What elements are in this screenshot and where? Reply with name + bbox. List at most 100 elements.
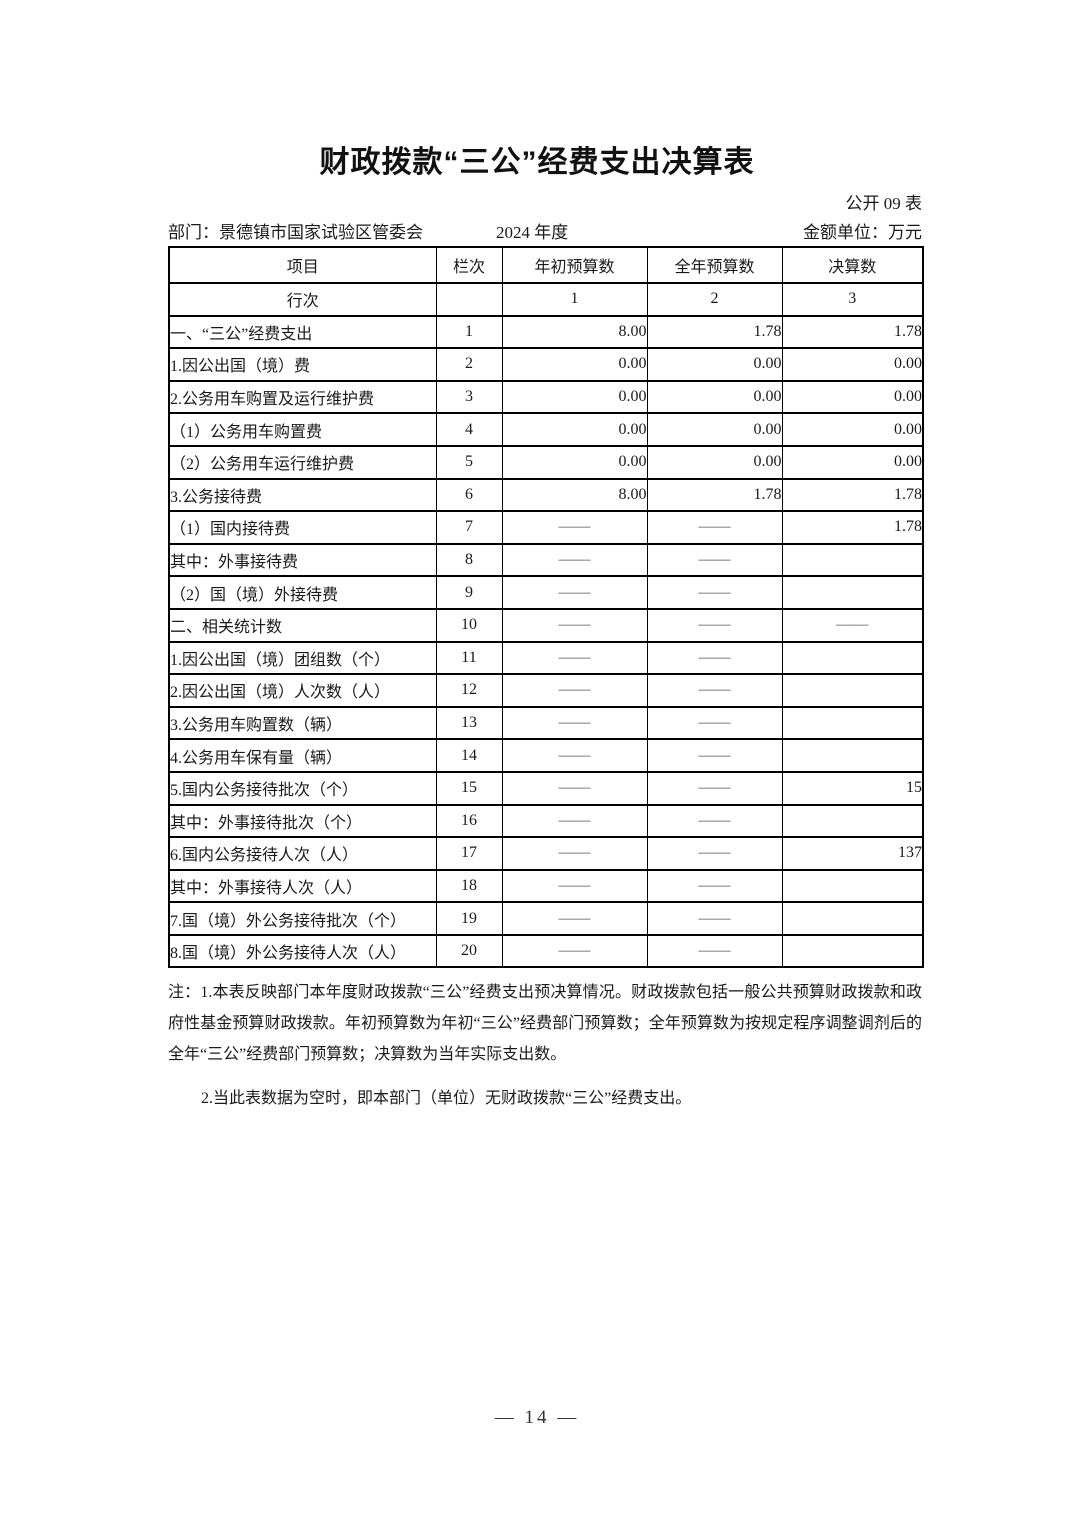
table-row: 2.公务用车购置及运行维护费 3 0.00 0.00 0.00 — [168, 379, 924, 415]
table-body: 一、“三公”经费支出 1 8.00 1.78 1.78 1.因公出国（境）费 2 0.00 0.… — [168, 314, 924, 969]
value-cell: —— — [501, 575, 648, 610]
table-row: 8.国（境）外公务接待人次（人） 20 —— —— — [168, 933, 924, 969]
column-header-initial-budget: 年初预算数 — [501, 246, 648, 284]
row-item-label: 其中：外事接待人次（人） — [168, 868, 437, 904]
value-cell: —— — [501, 933, 648, 969]
table-row: 7.国（境）外公务接待批次（个） 19 —— —— — [168, 901, 924, 936]
row-item-label: 二、相关统计数 — [168, 607, 437, 643]
value-cell: —— — [646, 933, 783, 969]
row-line-number: 14 — [435, 738, 503, 773]
value-cell — [781, 542, 924, 578]
row-line-number: 17 — [435, 836, 503, 871]
value-cell: —— — [501, 607, 648, 643]
column-header-item: 项目 — [168, 246, 437, 284]
value-cell: 0.00 — [646, 412, 783, 447]
row-item-label: 3.公务用车购置数（辆） — [168, 705, 437, 741]
row-item-label: （1）国内接待费 — [168, 510, 437, 545]
value-cell: 8.00 — [501, 314, 648, 350]
row-item-label: 1.因公出国（境）费 — [168, 347, 437, 382]
row-item-label: 一、“三公”经费支出 — [168, 314, 437, 350]
value-cell: —— — [501, 901, 648, 936]
value-cell: —— — [646, 542, 783, 578]
value-cell: 0.00 — [646, 347, 783, 382]
value-cell — [781, 575, 924, 610]
meta-line: 部门：景德镇市国家试验区管委会 2024 年度 金额单位：万元 — [168, 218, 922, 242]
value-cell: —— — [646, 705, 783, 741]
row-item-label: （2）公务用车运行维护费 — [168, 444, 437, 480]
row-line-number: 2 — [435, 347, 503, 382]
value-cell: 0.00 — [781, 412, 924, 447]
row-item-label: 8.国（境）外公务接待人次（人） — [168, 933, 437, 969]
value-cell: —— — [646, 640, 783, 676]
row-line-number: 18 — [435, 868, 503, 904]
value-cell: 0.00 — [501, 347, 648, 382]
table-row: （2）公务用车运行维护费 5 0.00 0.00 0.00 — [168, 444, 924, 480]
table-row: 2.因公出国（境）人次数（人） 12 —— —— — [168, 673, 924, 708]
value-cell: 15 — [781, 770, 924, 806]
column-header-annual-budget: 全年预算数 — [646, 246, 783, 284]
table-row: （1）国内接待费 7 —— —— 1.78 — [168, 510, 924, 545]
fiscal-year-label: 2024 年度 — [496, 223, 569, 242]
table-row: （2）国（境）外接待费 9 —— —— — [168, 575, 924, 610]
row-line-number: 19 — [435, 901, 503, 936]
line-index-blank — [435, 282, 503, 317]
value-cell: 1.78 — [781, 510, 924, 545]
table-row: 6.国内公务接待人次（人） 17 —— —— 137 — [168, 836, 924, 871]
row-line-number: 3 — [435, 379, 503, 415]
value-cell: —— — [646, 738, 783, 773]
row-line-number: 16 — [435, 803, 503, 839]
line-index-row: 行次 1 2 3 — [168, 282, 924, 317]
value-cell: —— — [501, 510, 648, 545]
value-cell: —— — [501, 803, 648, 839]
table-code-label: 公开 09 表 — [845, 194, 923, 213]
value-cell: 1.78 — [646, 477, 783, 513]
table-row: 4.公务用车保有量（辆） 14 —— —— — [168, 738, 924, 773]
line-index-1: 1 — [501, 282, 648, 317]
value-cell — [781, 868, 924, 904]
table-row: 一、“三公”经费支出 1 8.00 1.78 1.78 — [168, 314, 924, 350]
value-cell — [781, 738, 924, 773]
value-cell: —— — [501, 673, 648, 708]
row-line-number: 6 — [435, 477, 503, 513]
row-line-number: 10 — [435, 607, 503, 643]
table-row: 二、相关统计数 10 —— —— —— — [168, 607, 924, 643]
value-cell — [781, 933, 924, 969]
row-item-label: （2）国（境）外接待费 — [168, 575, 437, 610]
row-item-label: 2.公务用车购置及运行维护费 — [168, 379, 437, 415]
table-row: 5.国内公务接待批次（个） 15 —— —— 15 — [168, 770, 924, 806]
page-title: 财政拨款“三公”经费支出决算表 — [319, 146, 755, 179]
value-cell: 1.78 — [646, 314, 783, 350]
value-cell: —— — [501, 640, 648, 676]
value-cell — [781, 901, 924, 936]
value-cell: —— — [646, 803, 783, 839]
value-cell: —— — [646, 575, 783, 610]
value-cell: —— — [646, 868, 783, 904]
value-cell — [781, 705, 924, 741]
row-line-number: 20 — [435, 933, 503, 969]
row-item-label: 5.国内公务接待批次（个） — [168, 770, 437, 806]
value-cell: 1.78 — [781, 477, 924, 513]
row-item-label: 4.公务用车保有量（辆） — [168, 738, 437, 773]
amount-unit-label: 金额单位：万元 — [803, 223, 922, 242]
table-row: 其中：外事接待人次（人） 18 —— —— — [168, 868, 924, 904]
value-cell: —— — [501, 868, 648, 904]
row-line-number: 7 — [435, 510, 503, 545]
row-line-number: 5 — [435, 444, 503, 480]
row-item-label: 7.国（境）外公务接待批次（个） — [168, 901, 437, 936]
department-label: 部门：景德镇市国家试验区管委会 — [168, 223, 423, 242]
table-row: 3.公务用车购置数（辆） 13 —— —— — [168, 705, 924, 741]
row-line-number: 8 — [435, 542, 503, 578]
table-header-row: 项目 栏次 年初预算数 全年预算数 决算数 — [168, 246, 924, 284]
row-line-number: 1 — [435, 314, 503, 350]
row-line-number: 12 — [435, 673, 503, 708]
row-item-label: 3.公务接待费 — [168, 477, 437, 513]
row-line-number: 13 — [435, 705, 503, 741]
value-cell: 0.00 — [501, 379, 648, 415]
value-cell: 8.00 — [501, 477, 648, 513]
value-cell: 0.00 — [781, 347, 924, 382]
value-cell — [781, 803, 924, 839]
line-index-label: 行次 — [168, 282, 437, 317]
value-cell: —— — [501, 738, 648, 773]
line-index-2: 2 — [646, 282, 783, 317]
value-cell: —— — [501, 705, 648, 741]
